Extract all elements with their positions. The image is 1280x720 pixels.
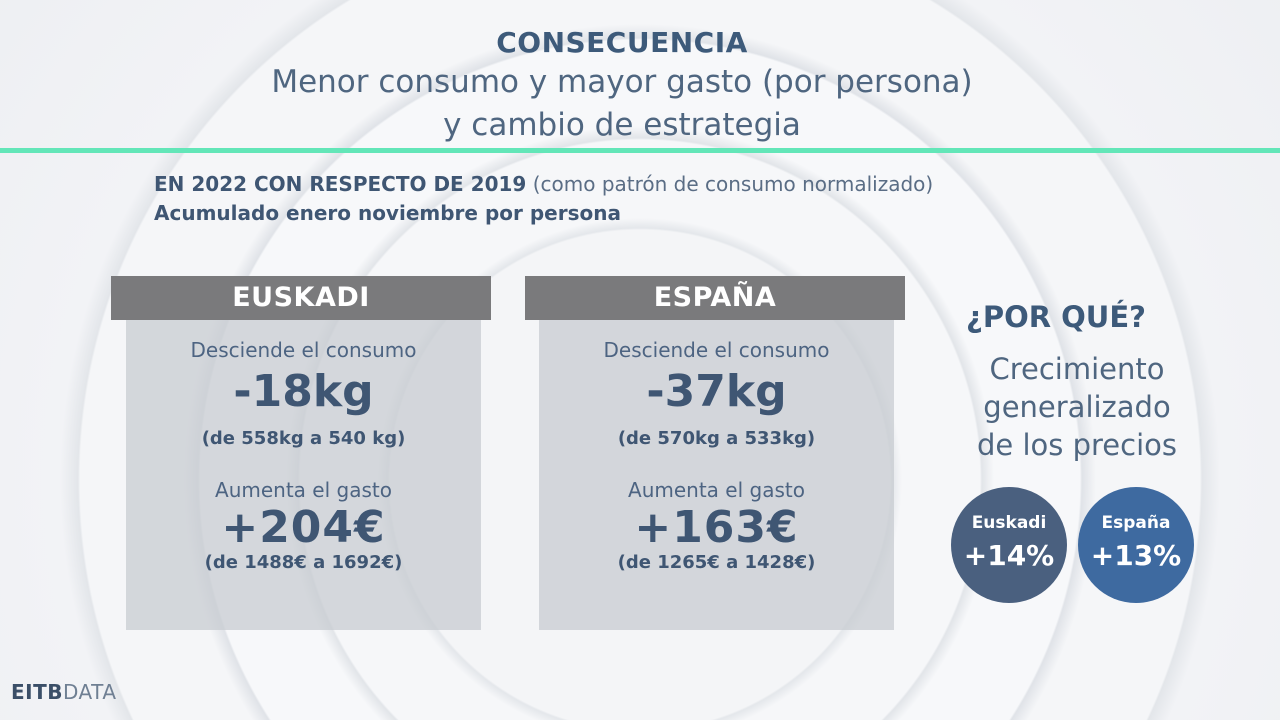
brand-logo: EITBDATA — [11, 680, 117, 704]
euskadi-consumo-value: -18kg — [233, 366, 374, 417]
espana-price-badge: España +13% — [1078, 487, 1194, 603]
page-title: CONSECUENCIA — [496, 26, 748, 59]
comparison-caption-note: (como patrón de consumo normalizado) — [532, 172, 934, 196]
page-subtitle-line-1: Menor consumo y mayor gasto (por persona… — [271, 64, 973, 100]
accent-divider — [0, 148, 1280, 153]
espana-card: Desciende el consumo -37kg (de 570kg a 5… — [539, 318, 894, 630]
euskadi-gasto-detail: (de 1488€ a 1692€) — [204, 552, 403, 573]
euskadi-gasto-label: Aumenta el gasto — [215, 478, 392, 502]
page-subtitle-line-2: y cambio de estrategia — [443, 107, 801, 143]
euskadi-gasto-value: +204€ — [221, 502, 386, 553]
brand-logo-bold: EITB — [11, 680, 63, 704]
comparison-caption-bold: EN 2022 CON RESPECTO DE 2019 — [154, 172, 527, 196]
espana-gasto-label: Aumenta el gasto — [628, 478, 805, 502]
espana-badge-label: España — [1101, 513, 1171, 533]
espana-header: ESPAÑA — [525, 276, 905, 320]
euskadi-consumo-label: Desciende el consumo — [190, 338, 417, 362]
espana-gasto-detail: (de 1265€ a 1428€) — [617, 552, 816, 573]
euskadi-price-badge: Euskadi +14% — [951, 487, 1067, 603]
espana-consumo-label: Desciende el consumo — [603, 338, 830, 362]
espana-consumo-detail: (de 570kg a 533kg) — [617, 428, 816, 449]
accumulation-caption: Acumulado enero noviembre por persona — [154, 201, 621, 225]
why-answer-line: de los precios — [977, 428, 1177, 462]
euskadi-badge-label: Euskadi — [971, 513, 1047, 533]
brand-logo-light: DATA — [63, 680, 117, 704]
euskadi-badge-value: +14% — [963, 539, 1055, 572]
euskadi-card: Desciende el consumo -18kg (de 558kg a 5… — [126, 318, 481, 630]
euskadi-consumo-detail: (de 558kg a 540 kg) — [201, 428, 406, 449]
why-answer-line: generalizado — [983, 390, 1171, 424]
espana-consumo-value: -37kg — [646, 366, 787, 417]
why-answer: Crecimiento generalizado de los precios — [950, 350, 1204, 464]
comparison-caption: EN 2022 CON RESPECTO DE 2019 (como patró… — [154, 172, 933, 196]
euskadi-header: EUSKADI — [111, 276, 491, 320]
why-heading: ¿POR QUÉ? — [966, 300, 1146, 334]
why-answer-line: Crecimiento — [989, 352, 1165, 386]
espana-gasto-value: +163€ — [634, 502, 799, 553]
espana-badge-value: +13% — [1090, 539, 1182, 572]
